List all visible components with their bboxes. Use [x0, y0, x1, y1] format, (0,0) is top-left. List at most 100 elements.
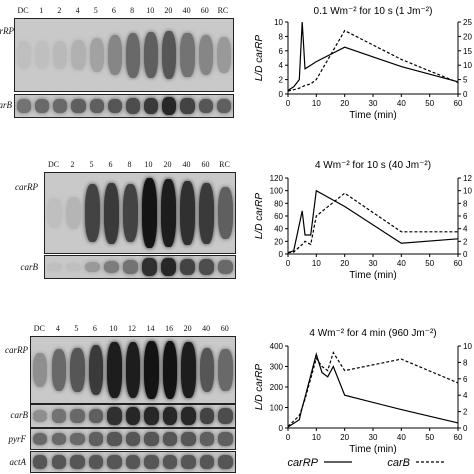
- blot-band: [162, 97, 177, 115]
- x-tick-label: 10: [312, 433, 321, 442]
- blot-band: [53, 99, 68, 113]
- x-tick-label: 20: [340, 259, 349, 268]
- blot-band: [70, 432, 85, 446]
- lane-label: 20: [163, 160, 172, 169]
- blot-band: [161, 179, 176, 247]
- y-tick-label-left: 0: [279, 250, 284, 259]
- chart-title: 0.1 Wm⁻² for 10 s (1 Jm⁻²): [314, 6, 433, 17]
- blot-carB-2: [44, 255, 236, 279]
- blot-band: [144, 31, 159, 79]
- blot-band: [89, 38, 104, 72]
- y-axis-label: L/D carRP: [254, 364, 265, 410]
- blot-band: [161, 258, 176, 276]
- blot-band: [144, 455, 159, 469]
- lane-label: 40: [182, 6, 191, 15]
- blot-band: [104, 182, 119, 244]
- blot-band: [162, 455, 178, 469]
- series-line-carRP: [287, 352, 459, 428]
- blot-band: [162, 432, 178, 446]
- blot-band: [107, 455, 122, 469]
- blot-band: [107, 342, 122, 398]
- y-tick-label-left: 80: [274, 199, 283, 208]
- y-tick-label-right: 0: [463, 90, 468, 99]
- blot-band: [51, 409, 67, 423]
- blot-band: [35, 41, 50, 69]
- series-line-carB: [287, 29, 459, 92]
- x-tick-label: 10: [312, 99, 321, 108]
- lane-label: 5: [93, 6, 98, 15]
- blot-band: [85, 261, 100, 273]
- blot-band: [66, 262, 81, 272]
- x-tick-label: 0: [286, 259, 291, 268]
- blot-band: [162, 30, 177, 80]
- lane-label: DC: [47, 160, 60, 169]
- blot-band: [199, 455, 215, 469]
- row-label-carRP-1: carRP: [0, 26, 14, 36]
- lane-label: 10: [146, 6, 155, 15]
- x-tick-label: 20: [340, 99, 349, 108]
- blot-band: [35, 99, 50, 113]
- x-tick-label: 40: [397, 99, 406, 108]
- blot-band: [218, 349, 233, 391]
- blot-carB-1: [14, 94, 234, 118]
- y-tick-label-right: 6: [463, 212, 468, 221]
- x-tick-label: 50: [425, 99, 434, 108]
- blot-band: [125, 342, 141, 398]
- y-tick-label-left: 400: [270, 342, 284, 351]
- blot-band: [142, 178, 157, 248]
- blot-band: [33, 353, 48, 387]
- y-axis-label: L/D carRP: [254, 193, 265, 239]
- y-tick-label-right: 25: [463, 18, 472, 27]
- lane-label: 60: [200, 6, 209, 15]
- blot-band: [198, 35, 213, 75]
- y-tick-label-right: 0: [463, 424, 468, 433]
- x-tick-label: 30: [369, 433, 378, 442]
- blot-band: [71, 40, 86, 70]
- blot-band: [123, 183, 138, 243]
- lane-label: 5: [74, 324, 79, 333]
- lane-label: 16: [165, 324, 174, 333]
- blot-band: [125, 432, 141, 446]
- row-label-carRP-3: carRP: [5, 345, 28, 355]
- lane-label: 8: [130, 6, 135, 15]
- blot-band: [216, 98, 231, 114]
- blot-band: [107, 407, 122, 425]
- blot-band: [125, 455, 141, 469]
- blot-band: [144, 407, 159, 425]
- y-tick-label-left: 6: [279, 47, 284, 56]
- blot-band: [181, 455, 196, 469]
- series-line-carRP: [287, 21, 459, 91]
- blot-band: [218, 455, 233, 469]
- lane-label: 10: [144, 160, 153, 169]
- blot-band: [199, 432, 215, 446]
- blot-carRP-2: [44, 172, 236, 254]
- y-tick-label-right: 2: [463, 237, 468, 246]
- y-tick-label-right: 10: [463, 61, 472, 70]
- blot-band: [125, 32, 141, 78]
- x-tick-label: 40: [397, 433, 406, 442]
- chart-title: 4 Wm⁻² for 10 s (40 Jm⁻²): [315, 160, 431, 171]
- y-tick-label-left: 20: [274, 237, 283, 246]
- y-tick-label-right: 4: [463, 391, 468, 400]
- blot-band: [85, 183, 100, 243]
- legend-label: carRP: [287, 457, 318, 469]
- blot-band: [125, 98, 141, 114]
- y-tick-label-right: 0: [463, 250, 468, 259]
- blot-pyrF-3: [30, 428, 236, 450]
- y-tick-label-left: 10: [274, 18, 283, 27]
- blot-band: [181, 432, 196, 446]
- x-tick-label: 30: [369, 259, 378, 268]
- blot-band: [144, 432, 159, 446]
- blot-band: [199, 182, 214, 244]
- y-tick-label-left: 100: [270, 187, 284, 196]
- lane-label: 40: [182, 160, 191, 169]
- blot-carRP-1: [14, 18, 234, 92]
- chart-1: 0.1 Wm⁻² for 10 s (1 Jm⁻²)0 10 20 30 40 50 600…: [254, 6, 472, 121]
- blot-band: [199, 259, 214, 275]
- y-tick-label-right: 6: [463, 375, 468, 384]
- blot-band: [162, 341, 178, 399]
- lane-label: 60: [220, 324, 229, 333]
- y-tick-label-left: 100: [270, 404, 284, 413]
- blot-band: [180, 33, 195, 77]
- lane-label: 1: [39, 6, 44, 15]
